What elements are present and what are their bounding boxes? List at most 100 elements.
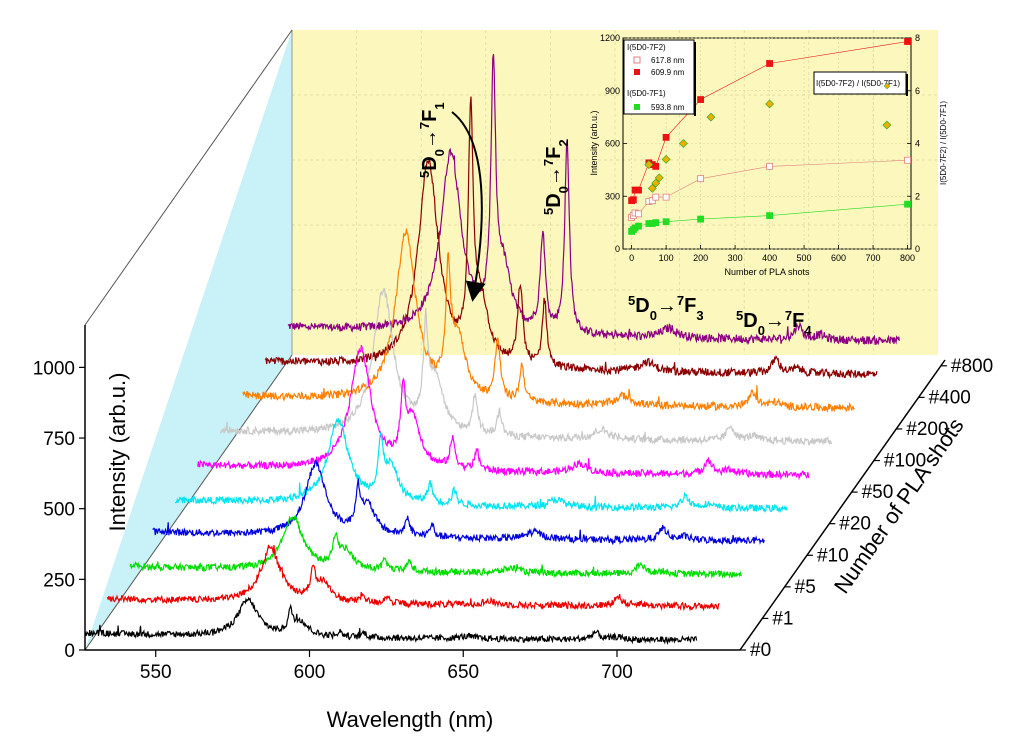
inset-y2-tick-label: 0: [915, 244, 920, 254]
annotation-5d0-7f4: 5D0→7F4: [736, 308, 812, 338]
ratio-legend-label: I(5D0-7F2) / I(5D0-7F1): [816, 79, 900, 88]
legend-group2-title: I(5D0-7F1): [627, 89, 666, 98]
x-axis-label: Wavelength (nm): [327, 707, 494, 732]
inset-point-5938nm: [635, 222, 642, 230]
inset-point-6178nm: [662, 193, 670, 201]
ratio-legend-shadow: [906, 74, 908, 96]
inset-point-6178nm: [904, 156, 911, 164]
annotation-5d0-7f3: 5D0→7F3: [628, 293, 704, 323]
inset-y2-tick-label: 8: [915, 33, 920, 43]
inset-point-6099nm: [629, 196, 637, 204]
z-tick-label: #50: [862, 482, 894, 503]
z-tick-label: #20: [839, 514, 871, 535]
spectrum-shots-20: [174, 417, 788, 514]
inset-points: [628, 38, 911, 235]
inset-point-6178nm: [635, 210, 642, 218]
inset-ticks: 0 100 200 300 400 500 600 700 800030060090012000…: [600, 33, 920, 263]
inset-x-tick-label: 800: [900, 253, 915, 263]
annotation-arrow: [451, 111, 486, 302]
inset-x-tick-label: 600: [831, 253, 846, 263]
inset-point-ratio: [661, 154, 671, 164]
inset-x-tick-label: 300: [728, 253, 743, 263]
inset-y-tick-label: 300: [605, 191, 620, 201]
inset-x-tick-label: 500: [797, 253, 812, 263]
inset-point-6178nm: [648, 197, 656, 205]
inset-point-6099nm: [697, 96, 705, 103]
inset-point-6099nm: [766, 60, 773, 67]
y-tick-label: 250: [43, 570, 75, 591]
inset-point-6099nm: [904, 38, 911, 45]
legend-609-label: 609.9 nm: [651, 68, 685, 77]
inset-point-6099nm: [652, 162, 660, 170]
inset-point-6099nm: [635, 186, 642, 194]
y-tick-label: 500: [43, 500, 75, 521]
spectrum-shots-200: [242, 228, 855, 413]
y-tick-label: 750: [43, 429, 75, 450]
z-tick-label: #400: [929, 387, 971, 408]
x-tick-label: 700: [601, 662, 633, 683]
inset-point-5938nm: [904, 200, 911, 208]
x-tick-label: 600: [294, 662, 326, 683]
spectrum-shots-1: [106, 544, 720, 612]
inset-y2-tick-label: 6: [915, 86, 920, 96]
inset-y2-tick-label: 2: [915, 191, 920, 201]
inset-point-6099nm: [662, 133, 670, 141]
inset-point-6178nm: [697, 175, 705, 183]
legend-593-marker: [634, 104, 640, 110]
legend-609-marker: [634, 69, 640, 75]
spectra-group: [84, 53, 900, 646]
inset-point-5938nm: [652, 219, 660, 227]
inset-point-ratio: [706, 112, 716, 122]
inset-y2-label: I(5D0-7F2) / I(5D0-7F1): [939, 101, 948, 185]
legend-group1-title: I(5D0-7F2): [627, 43, 666, 52]
annotation-5d0-7f1: 5D0→7F1: [417, 102, 447, 178]
z-tick-label: #200: [906, 419, 948, 440]
inset-point-5938nm: [697, 215, 705, 223]
z-axis-line: [739, 359, 946, 651]
z-ticks: #0#1#5#10 #20 #50 #100 #200 #400 #800: [740, 356, 993, 661]
z-axis-label: Number of PLA shots: [829, 413, 969, 598]
x-ticks: 550 600 650 700: [140, 650, 633, 683]
inset-point-ratio: [654, 173, 664, 183]
legend-593-label: 593.8 nm: [651, 103, 685, 112]
spectrum-shots-0: [84, 596, 698, 646]
inset-point-6178nm: [652, 193, 660, 201]
spectrum-shots-400: [264, 96, 878, 380]
z-tick-label: #0: [750, 640, 771, 661]
inset-x-tick-label: 100: [659, 253, 674, 263]
y-tick-label: 1000: [33, 358, 75, 379]
inset-legend-shadow: [694, 42, 696, 116]
z-tick-label: #5: [795, 577, 816, 598]
x-tick-label: 650: [447, 662, 479, 683]
inset-chart: 0 100 200 300 400 500 600 700 800030060090012000…: [589, 33, 948, 277]
y-ticks: 0 250 500 750 1000: [33, 358, 85, 662]
inset-point-ratio: [644, 160, 654, 170]
inset-point-6178nm: [766, 162, 773, 170]
z-tick-label: #100: [884, 451, 926, 472]
inset-y-tick-label: 900: [605, 86, 620, 96]
inset-x-tick-label: 200: [693, 253, 708, 263]
legend-617-label: 617.8 nm: [651, 56, 685, 65]
x-tick-label: 550: [140, 662, 172, 683]
inset-x-tick-label: 700: [866, 253, 881, 263]
inset-y-label: Intensity (arb.u.): [589, 110, 599, 175]
floor-left-strip: [85, 30, 292, 650]
inset-x-tick-label: 0: [629, 253, 634, 263]
spectrum-shots-50: [197, 344, 810, 481]
y-tick-label: 0: [64, 641, 75, 662]
z-tick-label: #1: [772, 608, 793, 629]
inset-y2-tick-label: 4: [915, 139, 920, 149]
inset-y-tick-label: 0: [615, 244, 620, 254]
spectrum-shots-10: [152, 459, 765, 546]
ratio-legend-marker: [883, 82, 891, 90]
annotation-5d0-7f2: 5D0→7F2: [541, 139, 571, 215]
inset-y-tick-label: 600: [605, 139, 620, 149]
inset-point-5938nm: [766, 212, 773, 219]
z-tick-label: #10: [817, 545, 849, 566]
inset-point-ratio: [765, 99, 775, 109]
inset-x-tick-label: 400: [762, 253, 777, 263]
z-tick-label: #800: [951, 356, 993, 377]
spectrum-shots-100: [219, 287, 833, 446]
wall-edge-diag-top: [84, 29, 293, 326]
